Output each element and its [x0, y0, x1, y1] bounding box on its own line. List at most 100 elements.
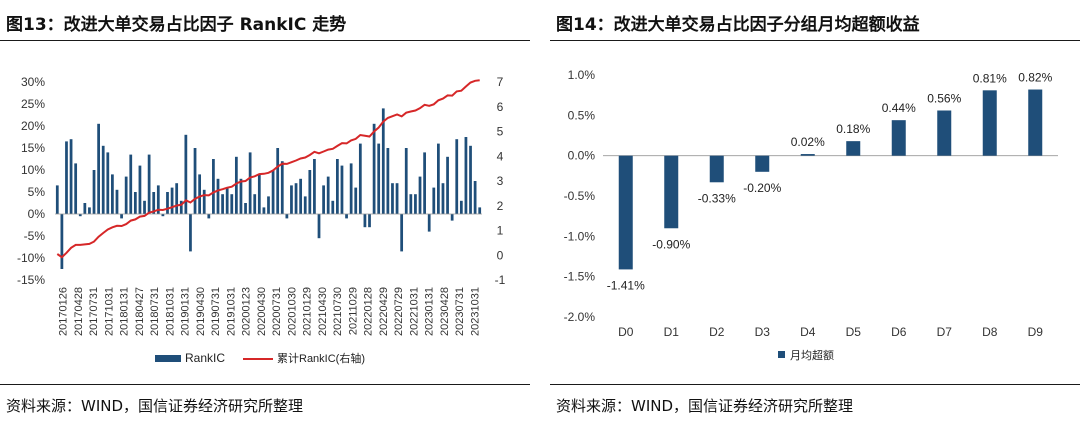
y-tick-label: -1.0%: [564, 229, 596, 243]
rankic-bar: [234, 156, 238, 214]
y-tick-label: 0.0%: [568, 149, 596, 163]
rankic-bar: [92, 170, 96, 214]
rankic-bar: [175, 183, 179, 214]
x-tick-label: D3: [755, 325, 771, 339]
y-tick-label: -1.5%: [564, 270, 596, 284]
x-tick-label: 20211029: [347, 287, 359, 335]
x-tick-label: 20210129: [302, 287, 314, 336]
rankic-bar: [299, 178, 303, 214]
rankic-bar: [106, 152, 110, 214]
rankic-bar: [115, 189, 119, 214]
rankic-bar: [345, 214, 348, 219]
cumulative-rankic-line: [56, 79, 480, 259]
x-tick-label: 20231031: [469, 287, 481, 336]
rankic-bar: [404, 148, 408, 214]
source-note: 资料来源：WIND，国信证券经济研究所整理: [6, 397, 304, 415]
rankic-bar: [88, 207, 91, 214]
bar-data-label: 0.81%: [973, 71, 1007, 85]
x-tick-label: 20220128: [363, 287, 375, 336]
x-tick-label: 20190430: [195, 287, 207, 336]
rankic-bar: [267, 196, 270, 214]
rankic-bar: [74, 163, 78, 214]
rankic-bar: [418, 176, 422, 214]
x-tick-label: 20170731: [88, 287, 100, 336]
legend-label-cumulative: 累计RankIC(右轴): [277, 351, 365, 365]
rankic-bar: [459, 200, 463, 214]
group-excess-chart: -2.0% -1.5% -1.0% -0.5% 0.0% 0.5% 1.0% -1.41% D0…: [564, 68, 1058, 362]
left-tick-label: -15%: [17, 273, 45, 287]
right-tick-label: 4: [497, 149, 504, 163]
group-bar: [800, 154, 815, 156]
rankic-bar: [202, 189, 206, 214]
rankic-bar: [189, 214, 192, 252]
rankic-bar: [381, 108, 385, 214]
legend-label-rankic: RankIC: [185, 351, 225, 365]
y-tick-label: 0.5%: [568, 108, 596, 122]
rankic-bar: [129, 154, 133, 214]
rankic-bar: [78, 214, 82, 217]
x-tick-label: D5: [846, 325, 862, 339]
x-tick-label: 20220729: [393, 287, 405, 336]
rankic-bar: [464, 137, 468, 214]
bar-data-label: 0.82%: [1018, 71, 1052, 85]
group-bar: [618, 155, 633, 270]
rankic-bar: [285, 214, 289, 219]
bar-data-label: -0.90%: [652, 237, 690, 251]
rankic-bar: [207, 214, 211, 219]
rankic-panel: 图13：改进大单交易占比因子 RankIC 走势 -15% -10% -5% 0% 5%…: [0, 0, 530, 436]
rankic-bar: [308, 170, 312, 214]
rankic-bar: [391, 183, 394, 214]
right-tick-label: 5: [497, 125, 504, 139]
bar-data-label: -0.20%: [743, 181, 781, 195]
x-tick-label: 20171031: [103, 287, 115, 336]
group-bar: [664, 155, 679, 229]
right-tick-label: -1: [495, 273, 506, 287]
rankic-bar: [326, 176, 330, 214]
left-tick-label: 5%: [28, 185, 46, 199]
x-tick-label: 20201030: [286, 287, 298, 336]
right-tick-label: 7: [497, 75, 504, 89]
chart-title: 图13：改进大单交易占比因子 RankIC 走势: [6, 15, 347, 35]
x-tick-label: D8: [982, 325, 998, 339]
rankic-bar: [331, 200, 335, 214]
rankic-bar: [368, 214, 371, 228]
bar-data-label: 0.44%: [882, 101, 916, 115]
rankic-bar: [469, 145, 472, 214]
group-bar: [846, 141, 861, 156]
rankic-bar: [225, 187, 229, 214]
footer-rule: [0, 384, 530, 385]
y-tick-label: -0.5%: [564, 189, 596, 203]
x-tick-label: D0: [618, 325, 634, 339]
rankic-bar: [239, 178, 243, 214]
rankic-bar: [276, 148, 280, 214]
rankic-bar: [230, 194, 234, 214]
rankic-bar: [60, 214, 64, 269]
left-tick-label: 0%: [28, 207, 46, 221]
rankic-bar: [432, 187, 436, 214]
rankic-bar: [161, 214, 165, 217]
x-tick-label: 20221031: [408, 287, 420, 336]
rankic-bar: [340, 165, 344, 214]
x-tick-label: D1: [664, 325, 680, 339]
x-tick-label: D9: [1028, 325, 1044, 339]
rankic-bar: [294, 183, 298, 214]
x-tick-label: D4: [800, 325, 816, 339]
rankic-bar: [322, 185, 325, 214]
rankic-bar: [349, 163, 353, 214]
rankic-bar: [313, 159, 316, 214]
title-rule: [0, 40, 530, 41]
rankic-bar: [69, 139, 73, 214]
rankic-bar: [248, 152, 252, 214]
rankic-bar: [156, 185, 160, 214]
x-tick-label: 20191031: [225, 287, 237, 336]
rankic-bar: [358, 143, 362, 214]
left-tick-label: -10%: [17, 251, 45, 265]
y-tick-label: 1.0%: [568, 68, 596, 82]
x-tick-label: 20230131: [424, 287, 436, 336]
group-bar: [891, 120, 906, 156]
rankic-bar: [446, 156, 449, 214]
rankic-bar: [262, 207, 266, 214]
rankic-bar: [414, 194, 417, 214]
rankic-bar: [386, 148, 390, 214]
x-tick-label: 20180731: [149, 287, 161, 336]
